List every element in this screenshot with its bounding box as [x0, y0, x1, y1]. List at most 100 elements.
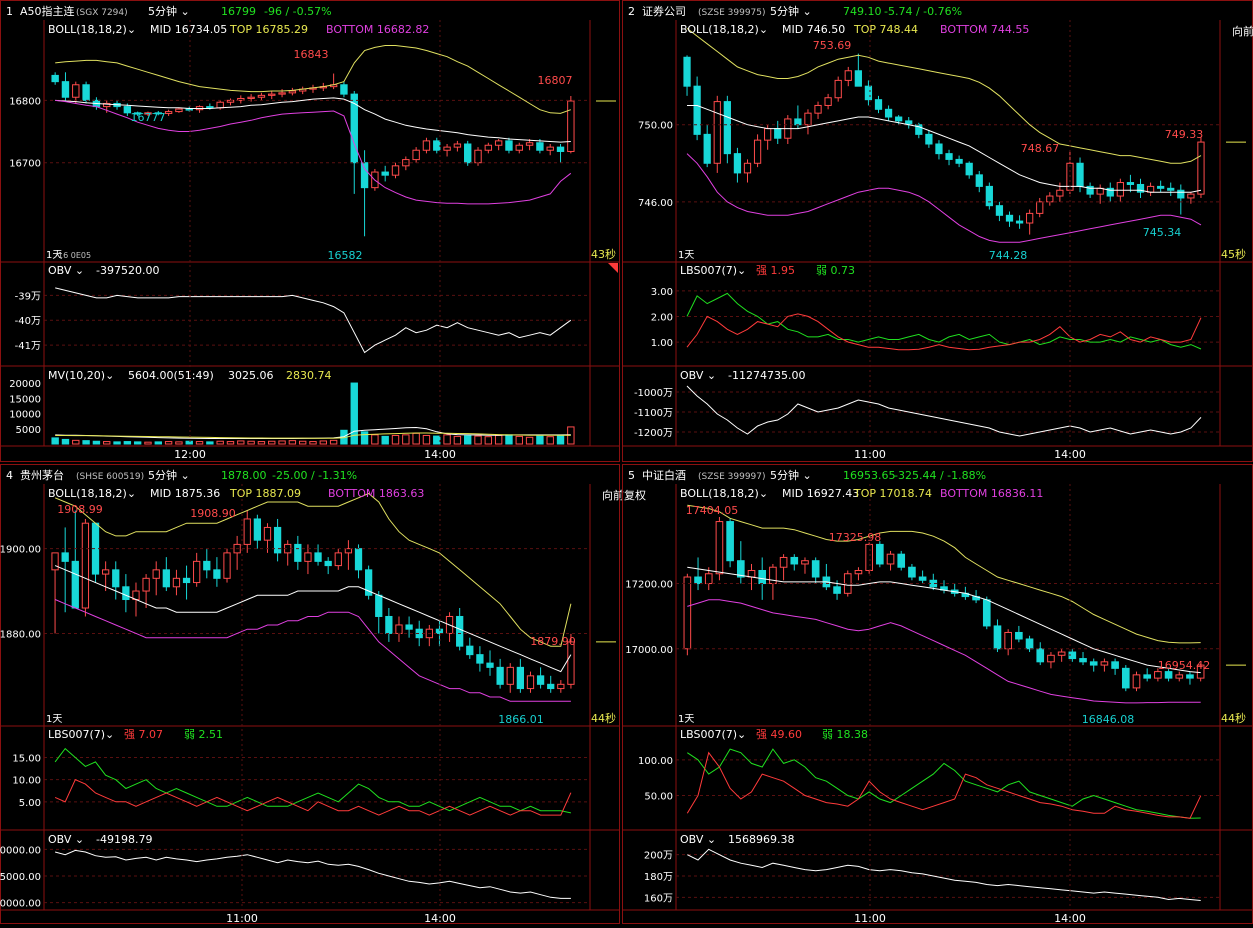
candle-body[interactable] [474, 149, 482, 164]
candle-body[interactable] [895, 116, 903, 122]
candle-body[interactable] [1197, 141, 1205, 195]
candle-body[interactable] [1004, 631, 1012, 650]
candle-body[interactable] [683, 56, 691, 87]
candle-body[interactable] [391, 165, 400, 176]
candle-body[interactable] [486, 662, 494, 668]
candle-body[interactable] [142, 577, 150, 592]
candle-body[interactable] [726, 521, 734, 562]
candle-body[interactable] [993, 625, 1002, 650]
candle-body[interactable] [216, 101, 224, 109]
candle-body[interactable] [1196, 664, 1205, 679]
candle-body[interactable] [886, 553, 895, 565]
candle-body[interactable] [1047, 654, 1055, 663]
candle-body[interactable] [103, 102, 111, 108]
candle-body[interactable] [995, 205, 1004, 216]
candle-body[interactable] [223, 552, 231, 579]
candle-body[interactable] [82, 84, 90, 101]
candle-body[interactable] [874, 99, 883, 110]
candle-body[interactable] [536, 142, 544, 151]
candle-body[interactable] [824, 97, 832, 106]
candle-body[interactable] [985, 185, 993, 207]
candle-body[interactable] [854, 70, 862, 87]
candle-body[interactable] [733, 153, 742, 174]
candle-body[interactable] [683, 576, 692, 650]
candle-body[interactable] [865, 543, 873, 571]
candle-body[interactable] [203, 560, 211, 571]
candle-body[interactable] [1157, 185, 1165, 189]
candle-body[interactable] [567, 100, 575, 152]
candle-body[interactable] [918, 576, 927, 581]
candle-body[interactable] [1089, 661, 1098, 666]
candle-body[interactable] [1143, 674, 1151, 679]
candle-body[interactable] [175, 108, 183, 113]
candle-body[interactable] [122, 586, 130, 601]
candle-body[interactable] [743, 162, 752, 174]
candle-body[interactable] [364, 569, 373, 596]
candle-body[interactable] [72, 84, 80, 98]
candle-body[interactable] [844, 70, 852, 81]
candle-body[interactable] [526, 675, 535, 690]
candle-body[interactable] [505, 140, 513, 151]
candle-body[interactable] [814, 104, 822, 114]
candle-body[interactable] [1015, 631, 1023, 640]
candle-body[interactable] [975, 174, 983, 187]
candle-body[interactable] [193, 560, 201, 584]
candle-body[interactable] [1136, 183, 1145, 193]
candle-body[interactable] [278, 92, 286, 95]
candle-body[interactable] [334, 552, 342, 567]
candle-body[interactable] [536, 675, 545, 685]
candle-body[interactable] [547, 683, 555, 690]
candle-body[interactable] [864, 85, 873, 101]
candle-body[interactable] [834, 79, 842, 99]
candle-body[interactable] [340, 84, 348, 95]
candle-body[interactable] [1164, 671, 1173, 679]
candle-body[interactable] [1121, 667, 1130, 689]
candle-body[interactable] [433, 140, 441, 151]
candle-body[interactable] [1026, 212, 1034, 224]
candle-body[interactable] [1175, 674, 1184, 679]
candle-body[interactable] [925, 133, 933, 145]
candle-body[interactable] [801, 560, 809, 565]
candle-body[interactable] [515, 144, 523, 151]
candle-body[interactable] [694, 576, 702, 585]
candle-body[interactable] [268, 93, 276, 96]
candle-body[interactable] [703, 133, 711, 164]
candle-body[interactable] [385, 615, 393, 634]
candle-body[interactable] [324, 560, 332, 567]
candle-body[interactable] [112, 569, 120, 588]
candle-body[interactable] [557, 683, 565, 690]
candle-body[interactable] [395, 624, 403, 634]
candle-body[interactable] [693, 85, 701, 135]
candle-body[interactable] [1126, 182, 1135, 185]
candle-body[interactable] [350, 93, 358, 164]
candle-body[interactable] [237, 97, 245, 101]
candle-body[interactable] [456, 615, 464, 647]
candle-body[interactable] [476, 654, 484, 664]
candle-body[interactable] [1116, 182, 1124, 197]
candle-body[interactable] [945, 153, 953, 160]
candle-body[interactable] [123, 106, 132, 114]
candle-body[interactable] [884, 108, 893, 118]
candle-body[interactable] [1015, 220, 1024, 224]
candle-body[interactable] [1111, 661, 1119, 669]
candle-body[interactable] [715, 521, 724, 575]
candle-body[interactable] [1025, 638, 1034, 650]
candle-body[interactable] [360, 162, 369, 189]
candle-body[interactable] [567, 641, 575, 685]
candle-body[interactable] [1187, 193, 1195, 199]
candle-body[interactable] [496, 666, 504, 685]
candle-body[interactable] [779, 556, 788, 568]
candle-body[interactable] [758, 569, 767, 585]
candle-body[interactable] [794, 118, 802, 126]
candle-body[interactable] [133, 112, 142, 115]
candle-body[interactable] [1106, 187, 1114, 197]
candle-body[interactable] [182, 577, 191, 584]
candle-body[interactable] [435, 628, 444, 634]
candle-body[interactable] [172, 577, 181, 588]
candle-body[interactable] [982, 599, 991, 627]
candle-body[interactable] [1177, 189, 1185, 199]
candle-body[interactable] [804, 112, 812, 126]
candle-body[interactable] [101, 569, 110, 575]
candle-body[interactable] [1057, 651, 1066, 656]
candle-body[interactable] [466, 645, 474, 656]
